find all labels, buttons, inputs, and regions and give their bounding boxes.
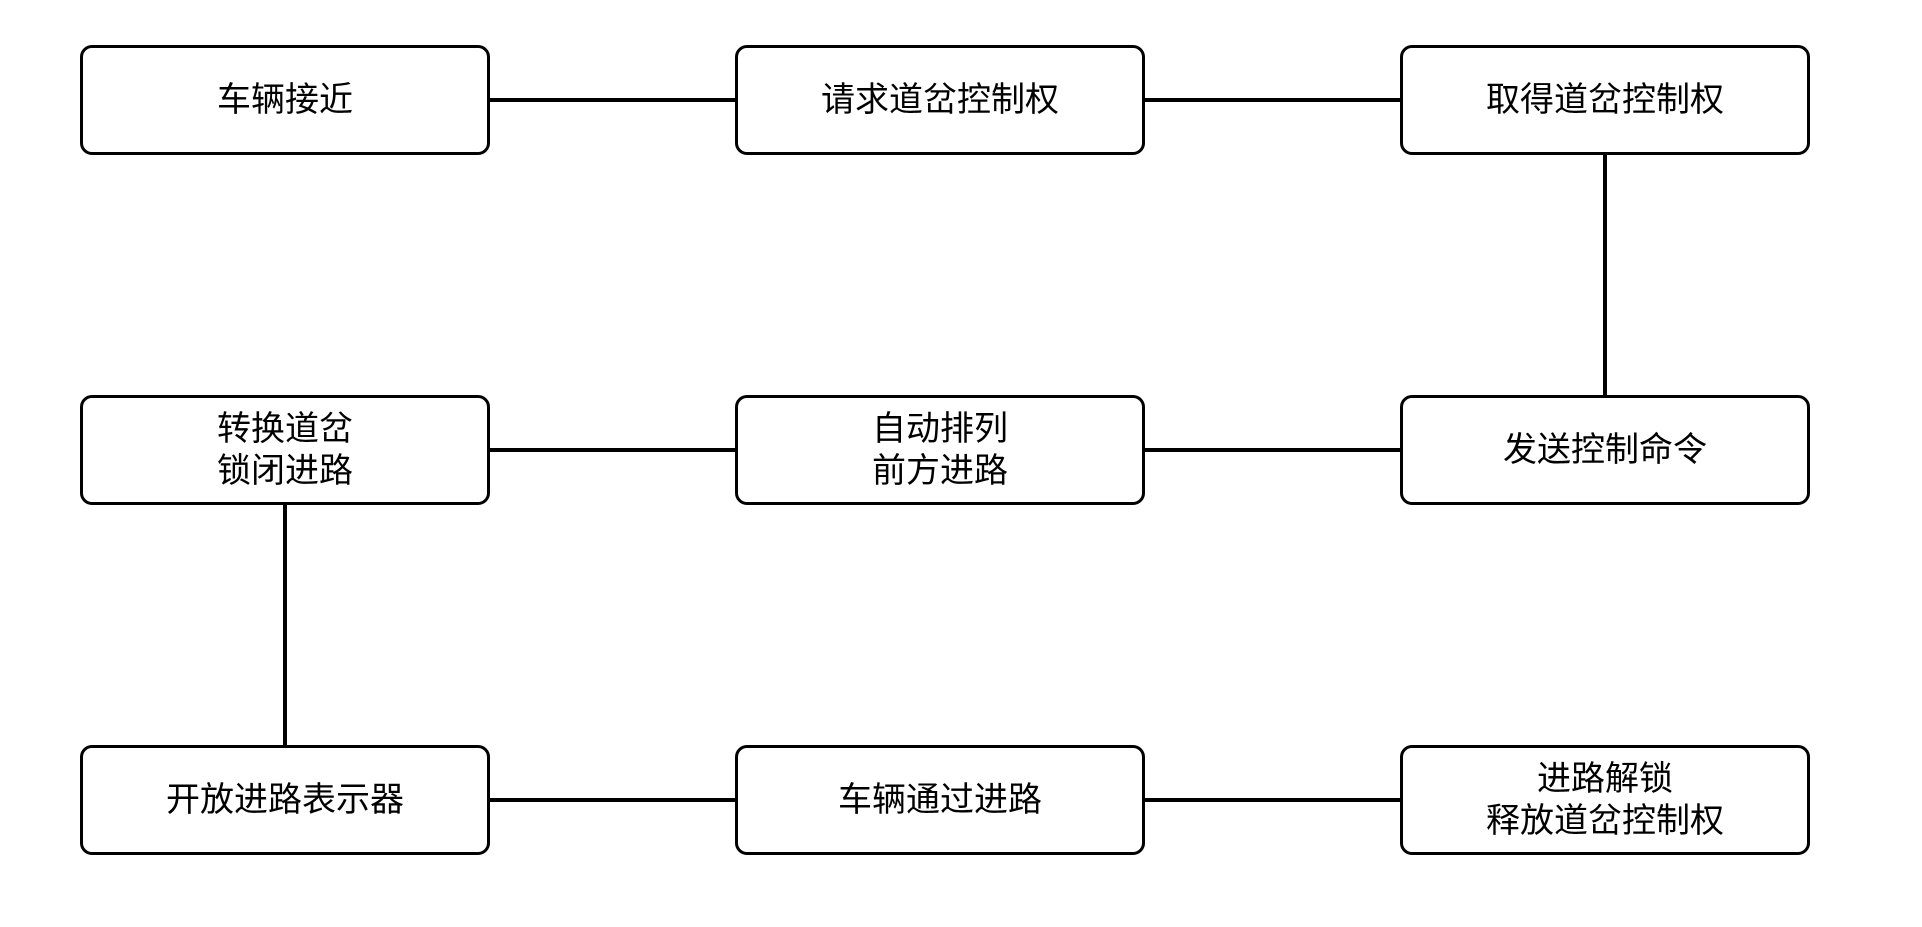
node-label: 进路解锁 释放道岔控制权 <box>1486 758 1724 843</box>
flow-edge <box>1145 798 1400 802</box>
flow-node-n4: 发送控制命令 <box>1400 395 1810 505</box>
node-label: 开放进路表示器 <box>166 779 404 822</box>
flow-edge <box>283 505 287 745</box>
node-label: 自动排列 前方进路 <box>872 408 1008 493</box>
flow-edge <box>1603 155 1607 395</box>
flow-edge <box>1145 448 1400 452</box>
node-label: 车辆接近 <box>217 79 353 122</box>
flow-node-n8: 车辆通过进路 <box>735 745 1145 855</box>
node-label: 请求道岔控制权 <box>821 79 1059 122</box>
flow-edge <box>490 798 735 802</box>
node-label: 转换道岔 锁闭进路 <box>217 408 353 493</box>
flow-node-n3: 取得道岔控制权 <box>1400 45 1810 155</box>
flow-edge <box>1145 98 1400 102</box>
node-label: 发送控制命令 <box>1503 429 1707 472</box>
flow-node-n7: 开放进路表示器 <box>80 745 490 855</box>
flow-node-n1: 车辆接近 <box>80 45 490 155</box>
node-label: 车辆通过进路 <box>838 779 1042 822</box>
flow-node-n6: 转换道岔 锁闭进路 <box>80 395 490 505</box>
node-label: 取得道岔控制权 <box>1486 79 1724 122</box>
flow-edge <box>490 448 735 452</box>
flow-edge <box>490 98 735 102</box>
flow-node-n2: 请求道岔控制权 <box>735 45 1145 155</box>
flow-node-n9: 进路解锁 释放道岔控制权 <box>1400 745 1810 855</box>
flow-node-n5: 自动排列 前方进路 <box>735 395 1145 505</box>
